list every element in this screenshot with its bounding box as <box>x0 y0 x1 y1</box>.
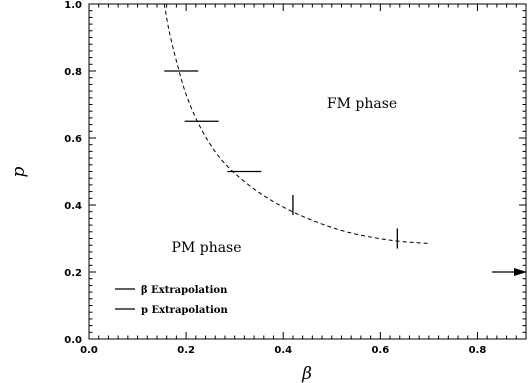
y-tick-label: 0.6 <box>64 134 82 145</box>
legend: β Extrapolation p Extrapolation <box>115 285 228 316</box>
y-tick-label: 0.2 <box>64 268 82 279</box>
axis-ticks <box>88 3 527 340</box>
phase-boundary-curve <box>163 3 429 245</box>
y-axis-label: p <box>9 166 29 177</box>
pm-phase-label: PM phase <box>172 240 242 256</box>
legend-label-p: p Extrapolation <box>141 305 228 316</box>
x-tick-label: 0.4 <box>274 345 292 356</box>
y-tick-label: 0.4 <box>64 201 82 212</box>
x-tick-label: 0.0 <box>80 345 98 356</box>
right-edge-arrow <box>492 268 527 276</box>
x-tick-label: 0.2 <box>177 345 195 356</box>
axis-tick-labels: 0.0 0.2 0.4 0.6 0.8 0.0 0.2 0.4 0.6 0.8 1.0 <box>64 0 486 356</box>
y-tick-label: 0.8 <box>64 67 82 78</box>
fm-phase-label: FM phase <box>327 96 397 112</box>
arrow-head <box>514 268 527 276</box>
x-tick-label: 0.8 <box>469 345 487 356</box>
y-tick-label: 0.0 <box>64 335 82 346</box>
x-axis-label: β <box>301 364 312 383</box>
y-tick-label: 1.0 <box>64 0 82 11</box>
x-tick-label: 0.6 <box>371 345 389 356</box>
legend-label-beta: β Extrapolation <box>141 285 228 296</box>
error-bars <box>164 70 398 249</box>
